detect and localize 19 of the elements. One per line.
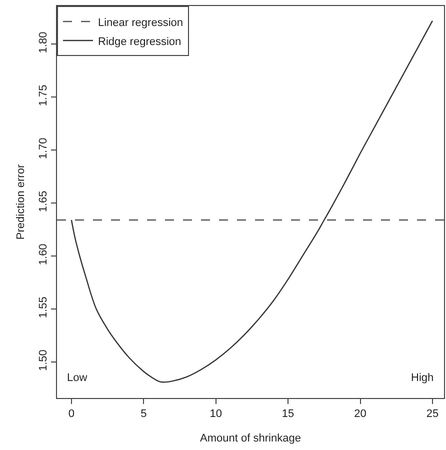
y-tick-label: 1.65 — [38, 190, 50, 212]
legend-label: Ridge regression — [98, 36, 182, 48]
y-tick-label: 1.80 — [38, 32, 50, 54]
y-tick-label: 1.75 — [38, 84, 50, 106]
x-tick-label: 15 — [282, 408, 294, 420]
annotation: High — [411, 372, 434, 384]
x-tick-label: 10 — [210, 408, 222, 420]
y-tick-label: 1.60 — [38, 244, 50, 266]
x-axis-title: Amount of shrinkage — [200, 432, 301, 444]
y-tick-label: 1.55 — [38, 296, 50, 318]
y-tick-label: 1.50 — [38, 350, 50, 372]
x-tick-label: 5 — [140, 408, 147, 420]
x-tick-label: 25 — [426, 408, 439, 420]
y-axis-title: Prediction error — [15, 164, 28, 240]
legend-label: Linear regression — [98, 16, 183, 29]
x-tick-label: 20 — [354, 408, 366, 420]
x-tick-label: 0 — [68, 408, 75, 420]
annotation: Low — [67, 372, 88, 384]
y-tick-label: 1.70 — [38, 138, 50, 160]
